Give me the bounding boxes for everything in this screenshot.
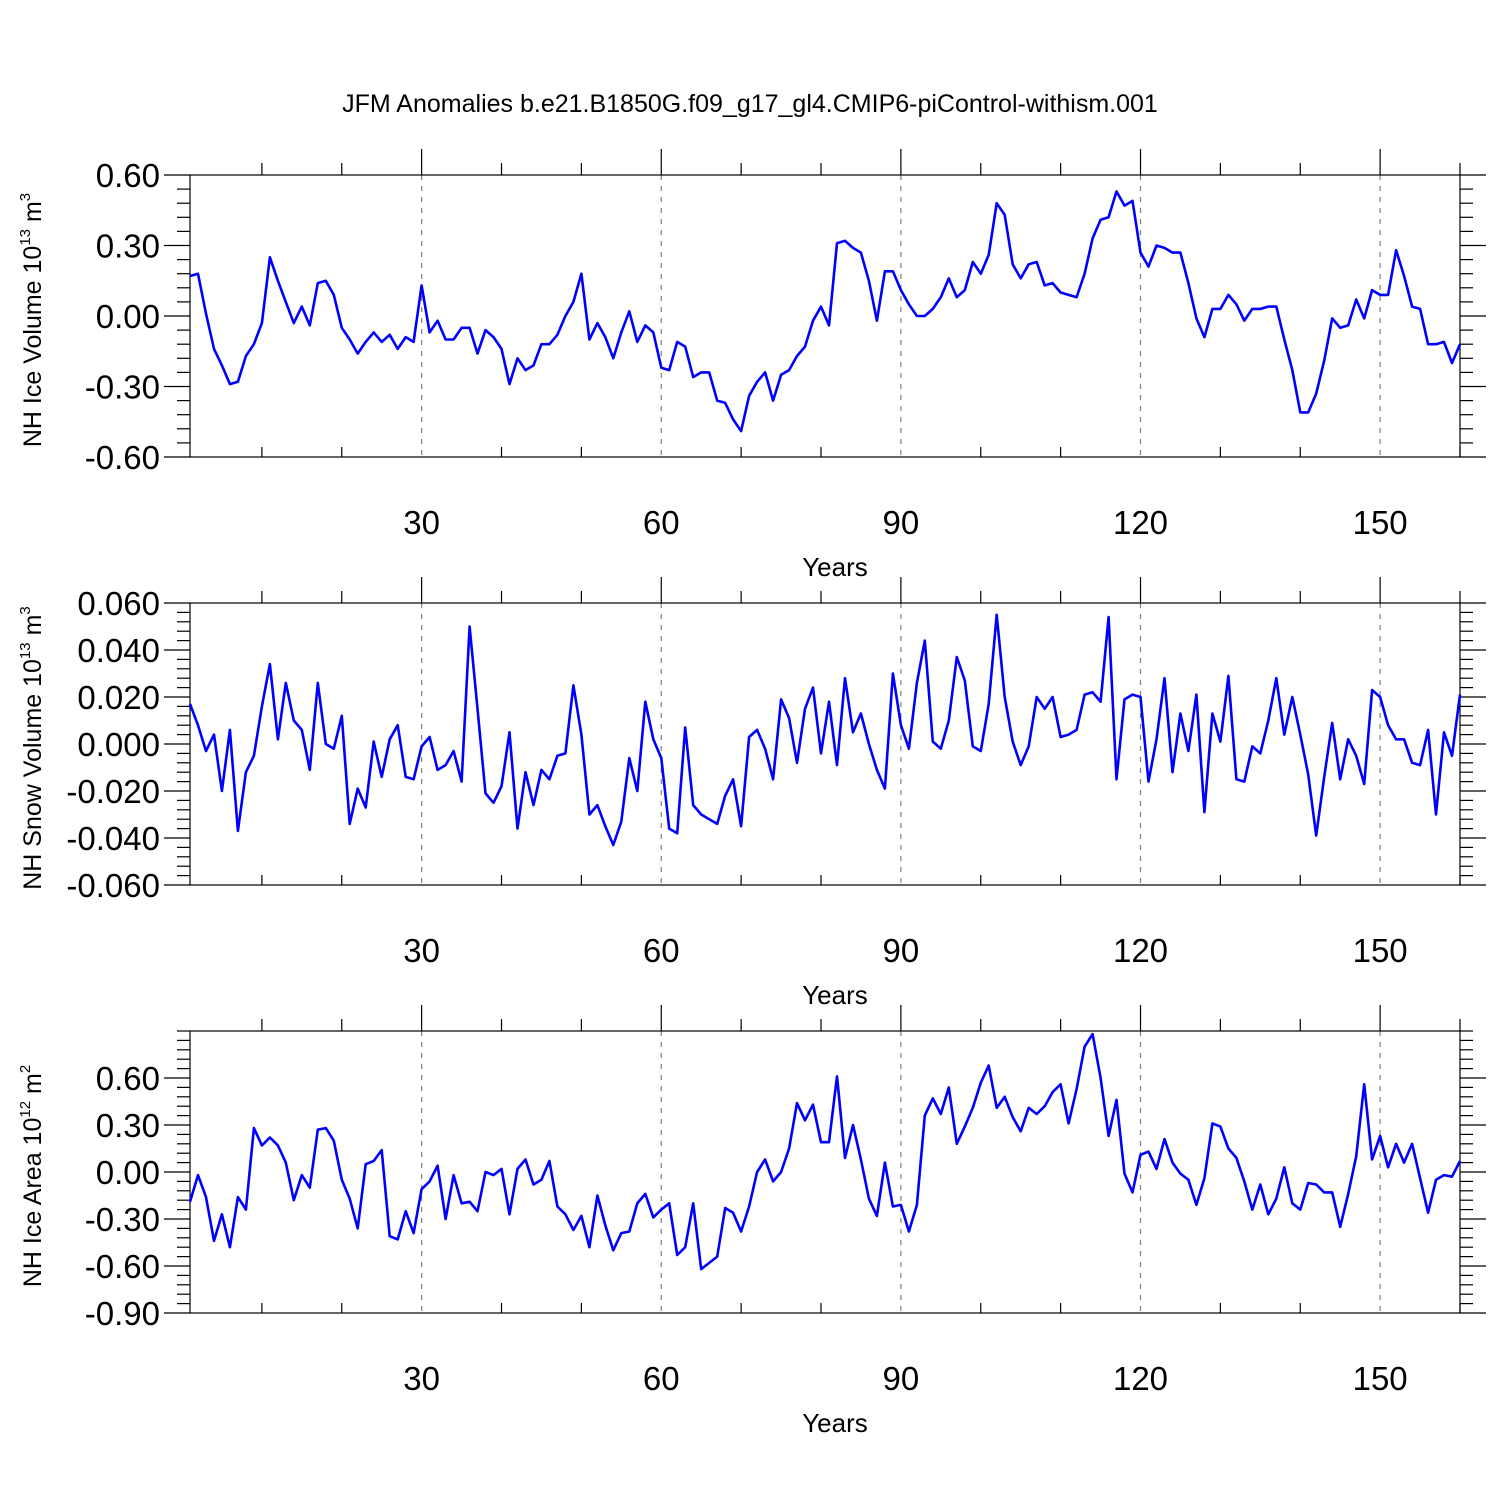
y-axis-label: NH Ice Area 1012 m2: [17, 1065, 47, 1287]
y-tick-label: 0.30: [96, 1107, 160, 1144]
x-tick-label: 120: [1113, 1360, 1168, 1397]
x-tick-label: 60: [643, 1360, 680, 1397]
y-tick-label: -0.040: [66, 820, 160, 857]
y-tick-label: 0.060: [77, 585, 160, 622]
x-tick-labels: 30 60 90 120 150: [403, 1360, 1407, 1397]
ice-volume-series-line: [189, 190, 1462, 433]
panel-snow-volume: -0.060 -0.040 -0.020 0.000 0.020 0.040 0.060 3…: [17, 577, 1486, 1010]
plot-frame: [189, 602, 1461, 886]
y-axis-label: NH Snow Volume 1013 m3: [17, 606, 47, 890]
snow-volume-series-line: [188, 613, 1462, 847]
panel-ice-area: -0.90 -0.60 -0.30 0.00 0.30 0.60 30 60 90 120 150…: [17, 1005, 1486, 1438]
x-tick-label: 150: [1353, 932, 1408, 969]
x-tick-label: 120: [1113, 932, 1168, 969]
y-tick-label: 0.020: [77, 679, 160, 716]
x-tick-label: 30: [403, 504, 440, 541]
y-tick-label: -0.020: [66, 773, 160, 810]
x-axis-label: Years: [802, 552, 868, 582]
y-tick-label: 0.000: [77, 726, 160, 763]
x-tick-label: 30: [403, 932, 440, 969]
x-axis-label: Years: [802, 980, 868, 1010]
x-tick-labels: 30 60 90 120 150: [403, 504, 1407, 541]
y-tick-label: 0.60: [96, 157, 160, 194]
x-gridlines: [421, 1031, 1381, 1313]
x-gridlines: [421, 175, 1381, 457]
figure-title: JFM Anomalies b.e21.B1850G.f09_g17_gl4.C…: [342, 90, 1158, 118]
y-tick-label: 0.00: [96, 1154, 160, 1191]
y-tick-label: 0.040: [77, 632, 160, 669]
y-tick-labels: -0.60 -0.30 0.00 0.30 0.60: [85, 157, 160, 476]
y-tick-label: 0.30: [96, 228, 160, 265]
y-tick-label: 0.00: [96, 298, 160, 335]
x-tick-label: 90: [883, 1360, 920, 1397]
y-tick-labels: -0.90 -0.60 -0.30 0.00 0.30 0.60: [85, 1060, 160, 1332]
x-axis-label: Years: [802, 1408, 868, 1438]
x-tick-label: 60: [643, 932, 680, 969]
y-tick-label: -0.60: [85, 439, 160, 476]
axis-ticks: [164, 1005, 1486, 1314]
y-tick-label: -0.30: [85, 1201, 160, 1238]
panel-ice-volume: -0.60 -0.30 0.00 0.30 0.60 30 60 90 120 150 Year…: [17, 149, 1486, 582]
x-tick-label: 150: [1353, 504, 1408, 541]
x-tick-label: 90: [883, 932, 920, 969]
x-tick-labels: 30 60 90 120 150: [403, 932, 1407, 969]
x-tick-label: 60: [643, 504, 680, 541]
plot-frame: [189, 174, 1461, 458]
plot-frame: [189, 1030, 1461, 1314]
y-tick-label: -0.60: [85, 1248, 160, 1285]
x-tick-label: 150: [1353, 1360, 1408, 1397]
y-tick-label: -0.060: [66, 867, 160, 904]
x-tick-label: 30: [403, 1360, 440, 1397]
y-tick-label: 0.60: [96, 1060, 160, 1097]
x-tick-label: 90: [883, 504, 920, 541]
y-tick-labels: -0.060 -0.040 -0.020 0.000 0.020 0.040 0.060: [66, 585, 160, 904]
y-axis-label: NH Ice Volume 1013 m3: [17, 193, 47, 447]
axis-ticks: [164, 149, 1486, 458]
x-gridlines: [421, 603, 1381, 885]
y-tick-label: -0.90: [85, 1295, 160, 1332]
x-tick-label: 120: [1113, 504, 1168, 541]
ice-area-series-line: [188, 1032, 1462, 1271]
y-tick-label: -0.30: [85, 369, 160, 406]
